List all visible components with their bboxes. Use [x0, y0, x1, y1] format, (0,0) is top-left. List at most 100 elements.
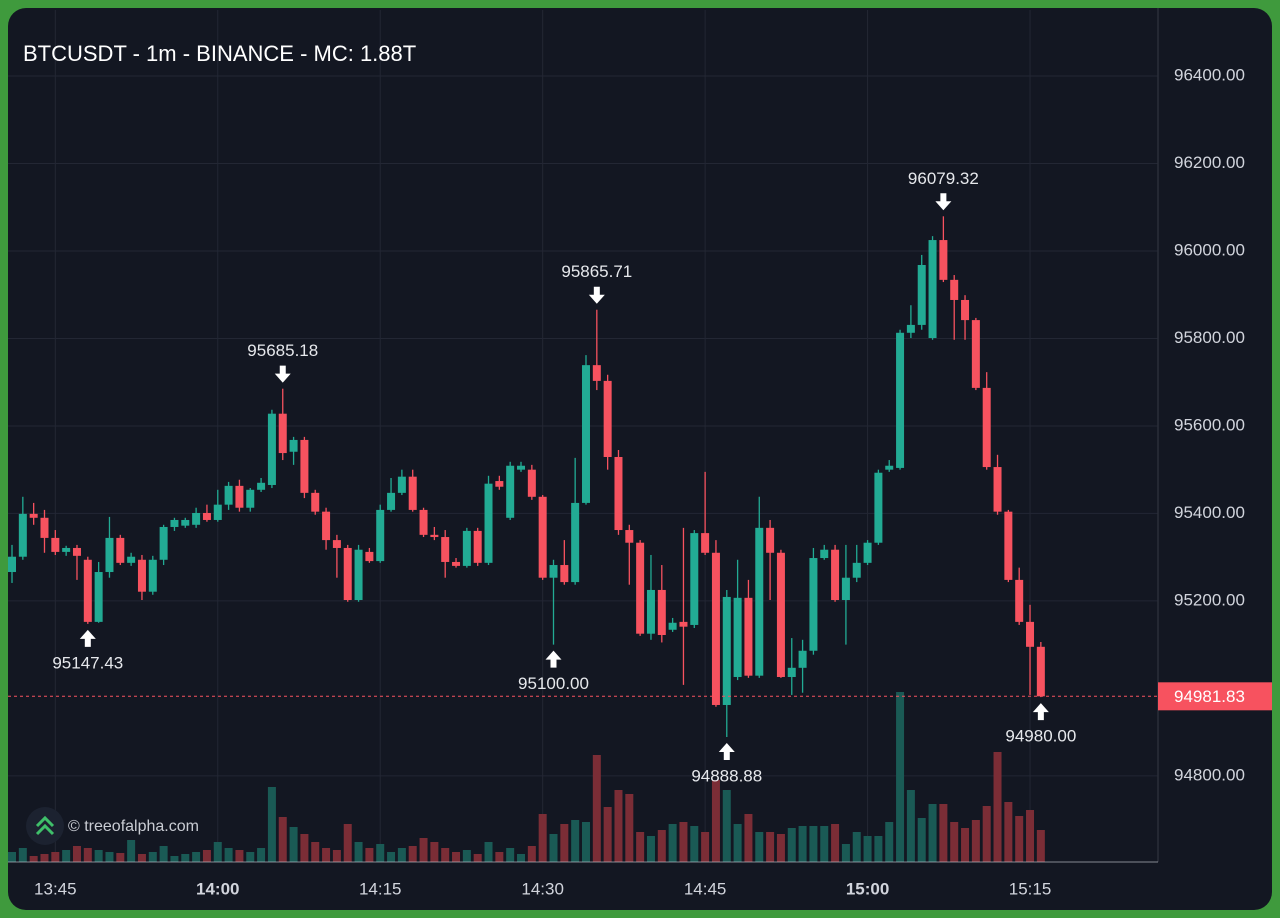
volume-bar [571, 820, 580, 862]
volume-bar [603, 807, 612, 862]
volume-bar [798, 826, 807, 862]
volume-bar [246, 852, 255, 862]
volume-bar [419, 838, 428, 862]
watermark: © treeofalpha.com [26, 807, 199, 845]
candle-body [192, 512, 201, 525]
candle-body [267, 413, 276, 485]
candle-body [116, 537, 125, 563]
extreme-label: 95100.00 [518, 674, 589, 693]
candle-body [939, 240, 948, 280]
candle-body [322, 511, 331, 541]
volume-bar [787, 828, 796, 862]
candle-body [517, 465, 526, 470]
candle-body [1036, 646, 1045, 697]
extreme-arrow [79, 629, 96, 647]
candle-body [906, 324, 915, 333]
candle-body [527, 469, 536, 497]
candle-body [701, 533, 710, 553]
volume-bar [29, 856, 38, 862]
candle-body [722, 596, 731, 705]
extreme-label: 96079.32 [908, 169, 979, 188]
volume-bar [452, 852, 461, 862]
volume-bar [397, 848, 406, 862]
candle-body [603, 380, 612, 457]
logo-chevrons [35, 815, 55, 836]
candle-body [332, 540, 341, 548]
volume-bar [8, 852, 16, 862]
volume-bar [906, 790, 915, 862]
volume-bar [105, 852, 114, 862]
watermark-text: © treeofalpha.com [68, 818, 199, 835]
candle-body [51, 537, 60, 552]
extreme-label: 94888.88 [691, 766, 762, 785]
volume-bar [971, 820, 980, 862]
volume-bar [820, 826, 829, 862]
extreme-arrow [274, 365, 291, 383]
candle-body [679, 621, 688, 627]
candle-body [430, 534, 439, 538]
volume-bar [72, 846, 81, 862]
candle-body [343, 547, 352, 601]
candle-body [29, 513, 38, 518]
candle-body [961, 299, 970, 321]
candle-body [711, 552, 720, 705]
volume-bar [863, 836, 872, 862]
candle-body [137, 559, 146, 592]
volume-bar [581, 822, 590, 862]
volume-bar [202, 850, 211, 862]
extreme-arrow [588, 286, 605, 304]
volume-bar [560, 824, 569, 862]
volume-bar [527, 846, 536, 862]
volume-bar [517, 854, 526, 862]
volume-bar [939, 804, 948, 862]
candle-body [365, 551, 374, 562]
x-tick-label: 14:30 [521, 879, 564, 898]
volume-bar [679, 822, 688, 862]
last-price-label: 94981.83 [1174, 687, 1245, 706]
volume-bar [1026, 810, 1035, 862]
panel [8, 8, 1272, 910]
candle-body [896, 332, 905, 468]
volume-bar [462, 850, 471, 862]
volume-bar [549, 834, 558, 862]
candle-body [148, 559, 157, 592]
chart-title: BTCUSDT - 1m - BINANCE - MC: 1.88T [23, 41, 416, 66]
candle-body [636, 542, 645, 634]
candle-body [787, 667, 796, 677]
volume-bar [18, 848, 27, 862]
candle-body [484, 483, 493, 563]
axes: 94800.00 95200.00 95400.00 95600.00 95800.00… [8, 8, 1272, 898]
candle-body [549, 565, 558, 578]
candle-body [863, 542, 872, 563]
volume-bar [755, 832, 764, 862]
y-tick-label: 96400.00 [1174, 66, 1245, 85]
candle-body [473, 530, 482, 563]
candle-body [776, 552, 785, 677]
volume-bar [506, 848, 515, 862]
candle-body [40, 517, 49, 538]
candle-body [657, 589, 666, 636]
volume-bar [766, 832, 775, 862]
extreme-arrow [1032, 703, 1049, 721]
volume-bar [636, 832, 645, 862]
volume-bar [495, 852, 504, 862]
candle-body [495, 481, 504, 487]
volume-bar [170, 856, 179, 862]
x-tick-label: 15:00 [846, 879, 889, 898]
volume-layer [8, 692, 1045, 862]
candle-body [278, 413, 287, 454]
volume-bar [744, 814, 753, 862]
candle-body [246, 489, 255, 508]
candle-body [571, 502, 580, 583]
candle-body [831, 549, 840, 601]
y-tick-label: 94800.00 [1174, 765, 1245, 784]
volume-bar [917, 818, 926, 862]
candle-body [1015, 579, 1024, 622]
x-tick-label: 14:00 [196, 879, 239, 898]
candle-body [18, 513, 27, 557]
candle-body [289, 439, 298, 452]
volume-bar [181, 854, 190, 862]
candle-body [387, 492, 396, 510]
volume-bar [94, 850, 103, 862]
